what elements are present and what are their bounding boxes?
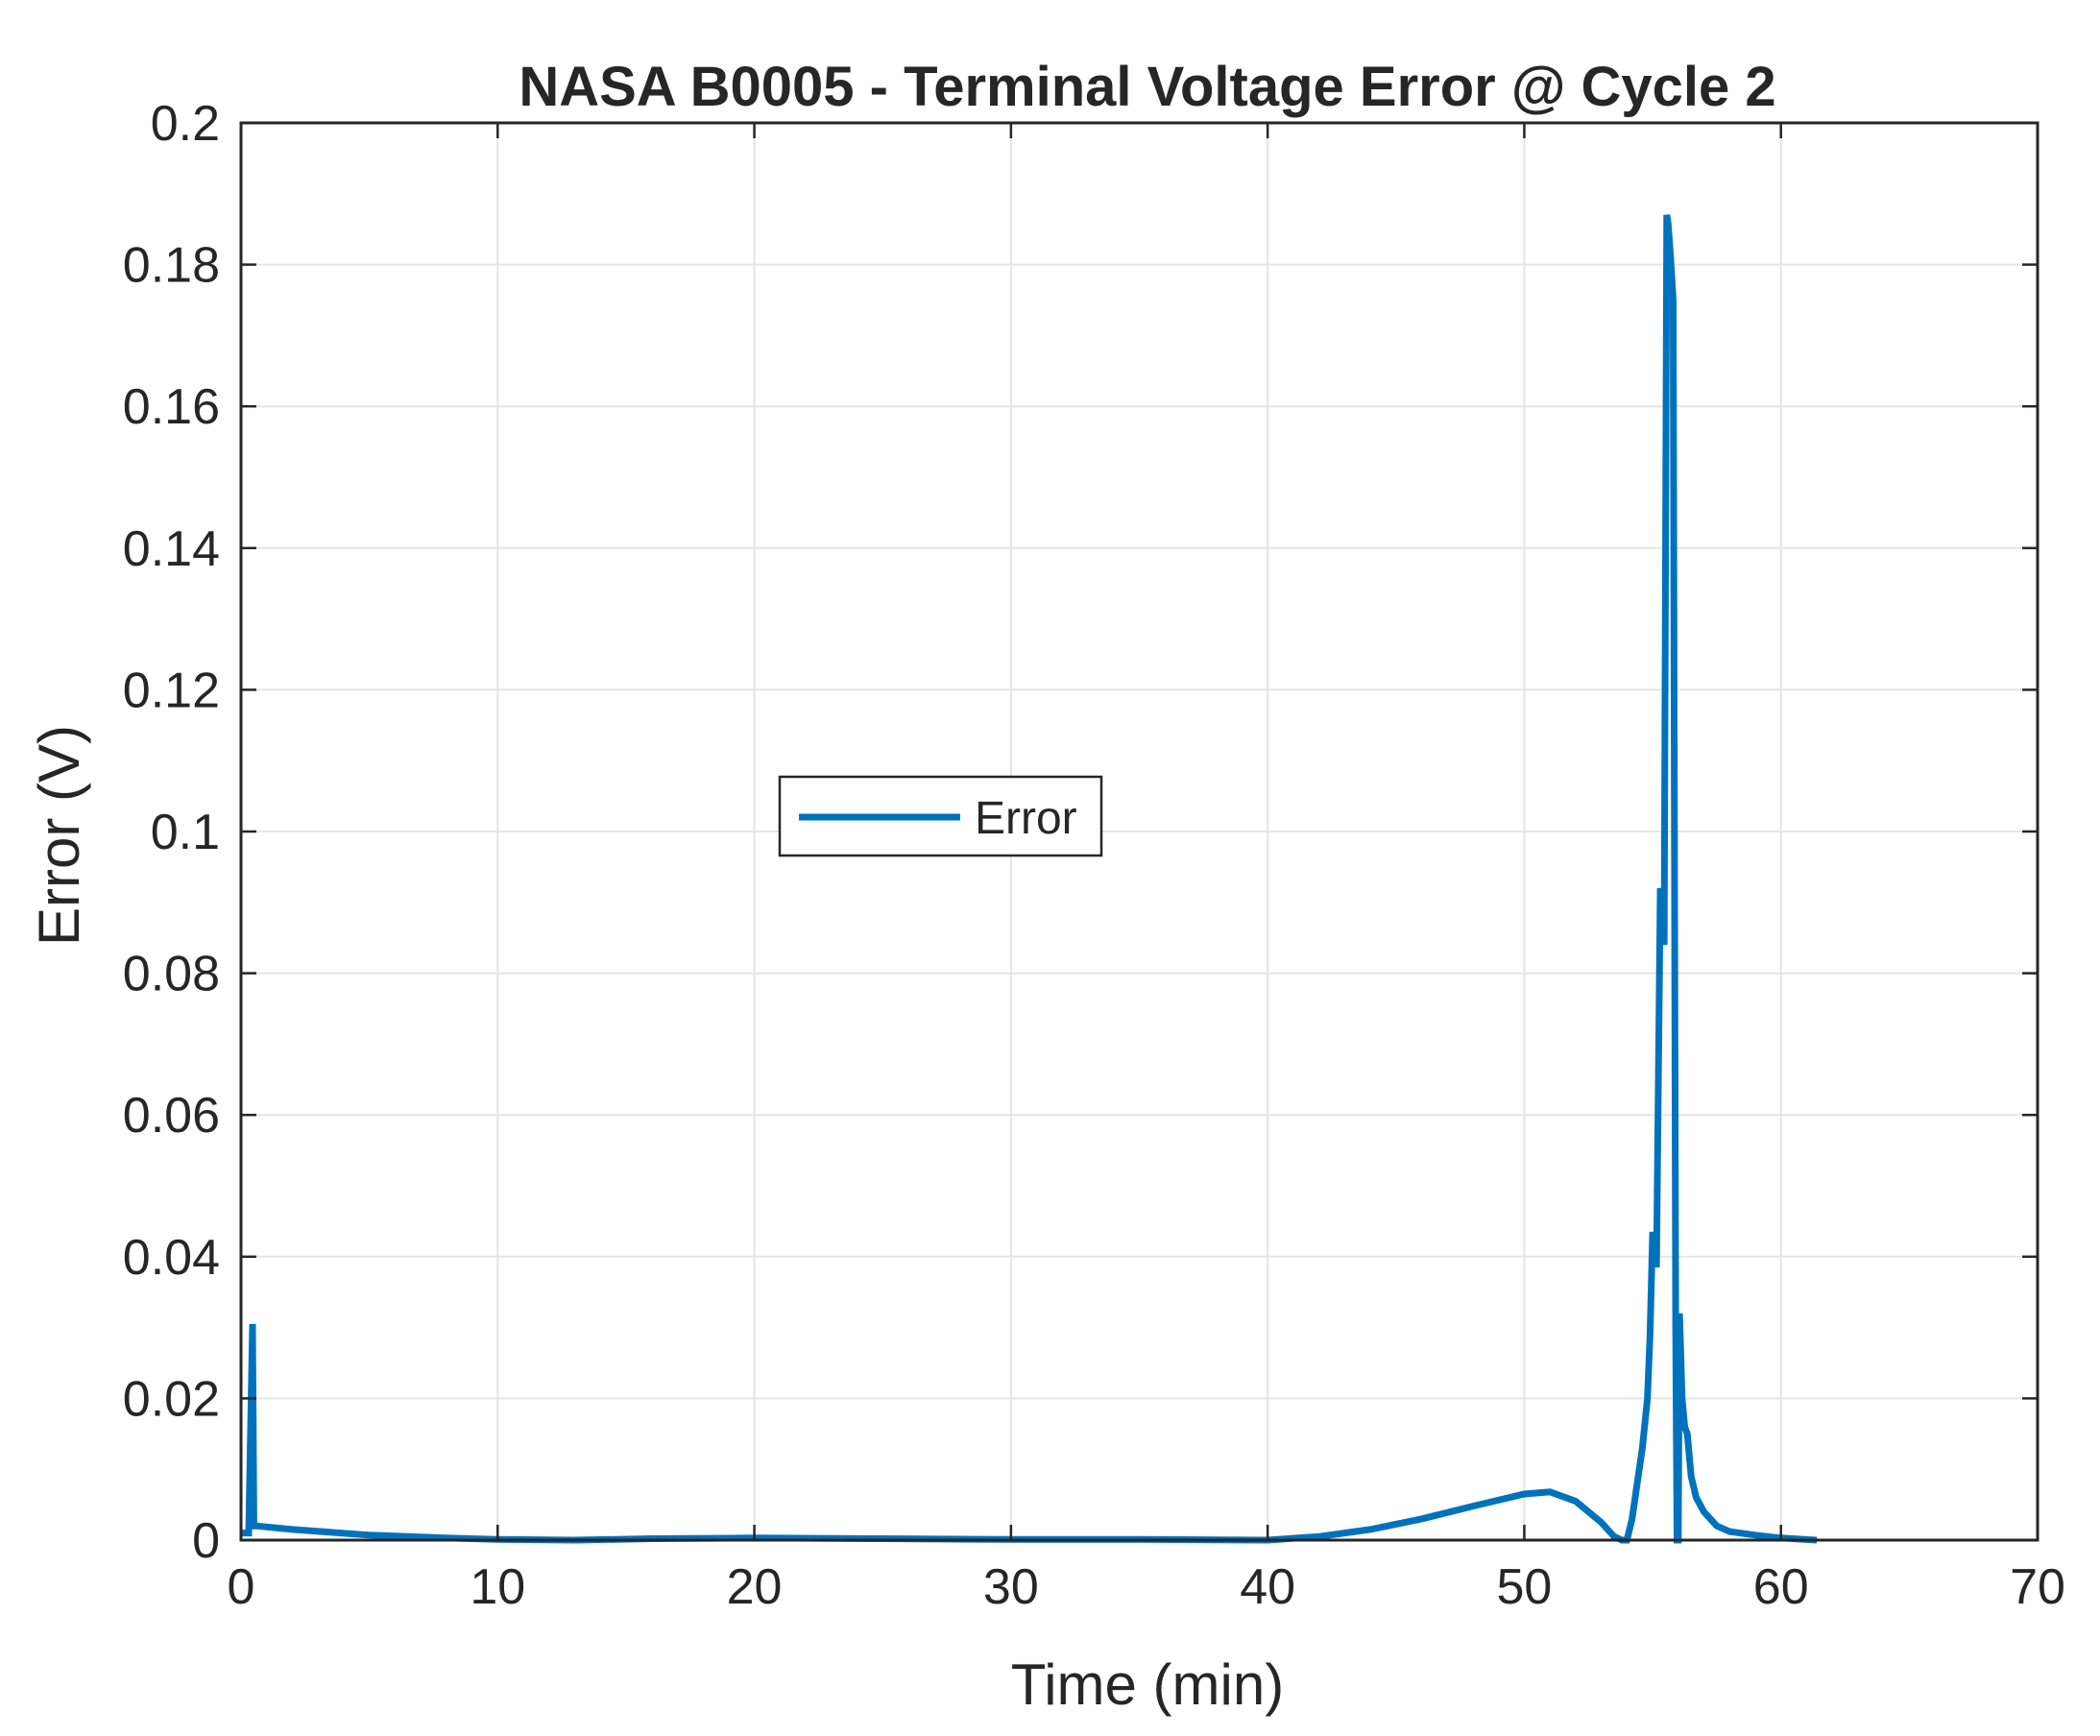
- y-axis-label: Error (V): [27, 725, 91, 946]
- y-tick-label: 0: [192, 1513, 220, 1569]
- x-axis-label: Time (min): [1011, 1652, 1284, 1717]
- legend-label-error: Error: [975, 793, 1077, 844]
- x-tick-label: 60: [1753, 1559, 1809, 1615]
- legend[interactable]: Error: [778, 775, 1103, 857]
- y-tick-label: 0.16: [123, 379, 220, 435]
- x-tick-label: 70: [2010, 1559, 2065, 1615]
- y-tick-label: 0.02: [123, 1371, 220, 1427]
- y-tick-label: 0.18: [123, 238, 220, 294]
- y-tick-label: 0.1: [151, 805, 220, 860]
- x-tick-label: 20: [727, 1559, 783, 1615]
- x-tick-label: 50: [1497, 1559, 1553, 1615]
- y-tick-label: 0.04: [123, 1230, 220, 1286]
- y-tick-label: 0.2: [151, 96, 220, 152]
- x-tick-label: 10: [470, 1559, 525, 1615]
- y-tick-label: 0.14: [123, 521, 220, 577]
- ticks: [239, 121, 2040, 1542]
- y-tick-label: 0.06: [123, 1088, 220, 1144]
- chart-title: NASA B0005 - Terminal Voltage Error @ Cy…: [519, 56, 1775, 118]
- x-tick-label: 30: [983, 1559, 1039, 1615]
- tick-labels: 0 10 20 30 40 50 60 70 0 0.02 0.04 0.06 0.08 0.1 0.12 0…: [123, 96, 2065, 1615]
- x-tick-label: 0: [228, 1559, 255, 1615]
- x-tick-label: 40: [1240, 1559, 1295, 1615]
- y-tick-label: 0.08: [123, 947, 220, 1002]
- y-tick-label: 0.12: [123, 663, 220, 718]
